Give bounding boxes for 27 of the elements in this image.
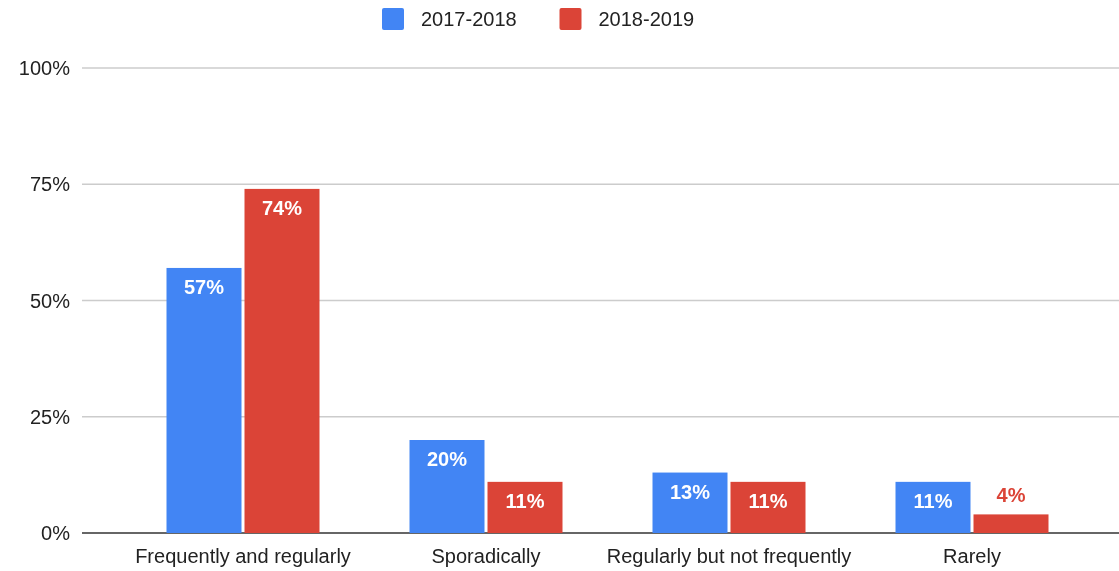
y-tick-label: 25% [29, 405, 71, 428]
legend-label: 2017-2018 [421, 8, 517, 30]
bar [244, 188, 320, 533]
y-tick-label: 0% [41, 522, 71, 544]
x-tick-label: Rarely [943, 545, 1001, 567]
bar [409, 440, 485, 533]
bar [973, 514, 1049, 533]
legend-label: 2018-2019 [598, 8, 695, 30]
x-tick-label: Frequently and regularly [135, 545, 351, 567]
data-label: 20% [426, 448, 468, 470]
bar [487, 481, 563, 533]
y-tick-label: 75% [29, 173, 71, 196]
data-label: 11% [505, 489, 545, 512]
data-label: 11% [913, 489, 953, 512]
x-tick-label: Regularly but not frequently [606, 545, 852, 567]
data-label: 4% [996, 484, 1026, 507]
data-label: 11% [748, 489, 788, 512]
y-tick-label: 50% [29, 289, 71, 312]
bar [730, 481, 806, 533]
y-tick-label: 100% [18, 57, 71, 79]
data-label: 13% [669, 480, 711, 503]
bar [652, 472, 728, 533]
data-label: 57% [183, 275, 225, 298]
bar [895, 481, 971, 533]
x-tick-label: Sporadically [431, 545, 541, 567]
bar [166, 267, 242, 533]
data-label: 74% [261, 196, 303, 219]
